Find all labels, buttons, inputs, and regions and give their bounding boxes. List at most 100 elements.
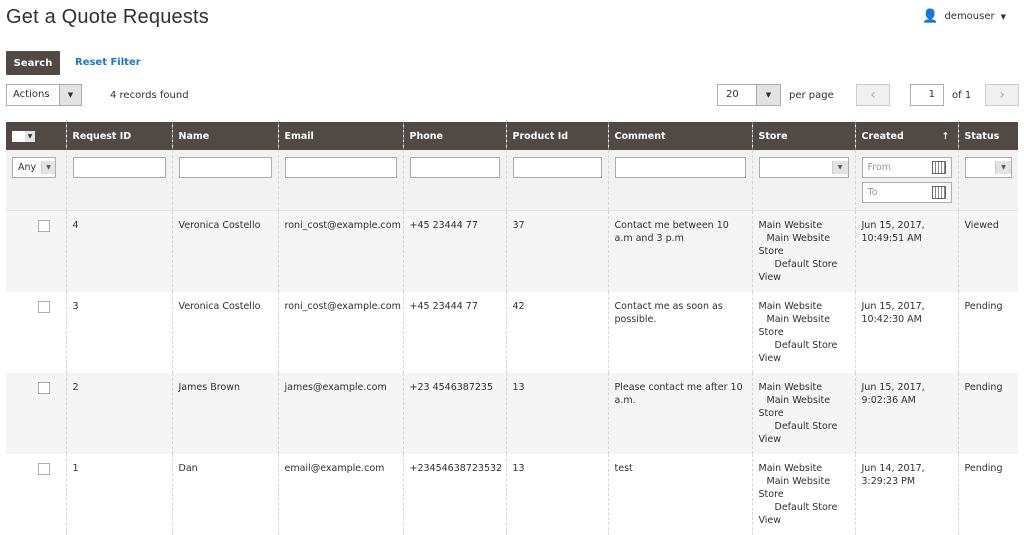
- cell-request-id: 3: [65, 292, 172, 373]
- cell-comment: test: [607, 454, 752, 535]
- quote-requests-grid: ▼ Request ID Name Email Phone Product Id…: [6, 122, 1018, 535]
- from-placeholder: From: [867, 162, 892, 173]
- to-placeholder: To: [867, 187, 878, 198]
- filter-created-from[interactable]: From: [861, 157, 952, 178]
- col-created-label: Created: [861, 130, 904, 142]
- store-website: Main Website: [758, 220, 823, 231]
- cell-created: Jun 15, 2017, 9:02:36 AM: [854, 373, 958, 454]
- filter-name[interactable]: [178, 157, 272, 178]
- col-phone[interactable]: Phone: [402, 122, 506, 150]
- store-group: Main Website: [766, 395, 831, 406]
- store-group-cont: Store: [758, 327, 784, 338]
- table-row[interactable]: 1 Dan email@example.com +23454638723532 13 te…: [6, 454, 1018, 535]
- col-created[interactable]: Created ↑: [854, 122, 958, 150]
- store-view-cont: View: [758, 434, 782, 445]
- cell-request-id: 4: [65, 210, 172, 292]
- cell-request-id: 2: [65, 373, 172, 454]
- cell-email: email@example.com: [277, 454, 403, 535]
- actions-label: Actions: [13, 89, 50, 100]
- row-select[interactable]: [6, 454, 66, 535]
- row-checkbox[interactable]: [38, 463, 50, 475]
- cell-store: Main Website Main Website Store Default Sto…: [751, 373, 855, 454]
- row-select[interactable]: [6, 292, 66, 373]
- per-page-value: 20: [726, 89, 739, 100]
- select-filter[interactable]: Any ▼: [12, 157, 56, 178]
- table-row[interactable]: 3 Veronica Costello roni_cost@example.com +…: [6, 292, 1018, 373]
- chevron-down-icon: ▼: [41, 161, 55, 174]
- col-request-id[interactable]: Request ID: [65, 122, 172, 150]
- search-button[interactable]: Search: [6, 51, 60, 75]
- store-view: Default Store: [774, 421, 838, 432]
- actions-dropdown[interactable]: Actions ▼: [6, 84, 82, 106]
- chevron-down-icon: ▼: [756, 85, 780, 105]
- cell-product-id: 13: [505, 373, 608, 454]
- store-view-cont: View: [758, 353, 782, 364]
- per-page-select[interactable]: 20 ▼: [717, 84, 781, 106]
- store-view-cont: View: [758, 272, 782, 283]
- table-row[interactable]: 4 Veronica Costello roni_cost@example.com +…: [6, 210, 1018, 292]
- table-row[interactable]: 2 James Brown james@example.com +23 4546387…: [6, 373, 1018, 454]
- user-icon: 👤: [922, 9, 939, 24]
- cell-status: Viewed: [957, 210, 1018, 292]
- cell-created: Jun 15, 2017, 10:49:51 AM: [854, 210, 958, 292]
- prev-page-button[interactable]: ‹: [856, 84, 890, 106]
- store-view: Default Store: [774, 502, 838, 513]
- calendar-icon[interactable]: [931, 161, 946, 174]
- col-name[interactable]: Name: [171, 122, 278, 150]
- filter-store[interactable]: ▼: [758, 157, 849, 178]
- store-website: Main Website: [758, 301, 823, 312]
- filter-created-to[interactable]: To: [861, 182, 952, 203]
- filter-request-id[interactable]: [72, 157, 166, 178]
- cell-phone: +23454638723532: [402, 454, 506, 535]
- cell-email: roni_cost@example.com: [277, 292, 403, 373]
- reset-filter-link[interactable]: Reset Filter: [75, 57, 141, 68]
- col-product-id[interactable]: Product Id: [505, 122, 608, 150]
- store-group: Main Website: [766, 233, 831, 244]
- chevron-down-icon: ▼: [59, 85, 81, 105]
- store-group: Main Website: [766, 476, 831, 487]
- row-checkbox[interactable]: [38, 382, 50, 394]
- cell-status: Pending: [957, 373, 1018, 454]
- username: demouser: [944, 11, 995, 22]
- cell-name: Veronica Costello: [171, 292, 278, 373]
- records-count: 4 records found: [110, 90, 189, 101]
- chevron-down-icon: ▼: [1000, 12, 1006, 21]
- store-group-cont: Store: [758, 408, 784, 419]
- store-view-cont: View: [758, 515, 782, 526]
- col-status[interactable]: Status: [957, 122, 1018, 150]
- mass-select[interactable]: ▼: [6, 122, 66, 150]
- row-select[interactable]: [6, 373, 66, 454]
- cell-product-id: 13: [505, 454, 608, 535]
- cell-comment: Please contact me after 10 a.m.: [607, 373, 752, 454]
- filter-status[interactable]: ▼: [964, 157, 1012, 178]
- row-checkbox[interactable]: [38, 220, 50, 232]
- cell-request-id: 1: [65, 454, 172, 535]
- cell-created: Jun 14, 2017, 3:29:23 PM: [854, 454, 958, 535]
- cell-email: roni_cost@example.com: [277, 210, 403, 292]
- sort-arrow-icon: ↑: [941, 130, 950, 142]
- filter-product-id[interactable]: [512, 157, 602, 178]
- row-checkbox[interactable]: [38, 301, 50, 313]
- calendar-icon[interactable]: [931, 186, 946, 199]
- cell-product-id: 42: [505, 292, 608, 373]
- row-select[interactable]: [6, 210, 66, 292]
- col-store[interactable]: Store: [751, 122, 855, 150]
- filter-comment[interactable]: [614, 157, 746, 178]
- cell-store: Main Website Main Website Store Default Sto…: [751, 210, 855, 292]
- page-input[interactable]: 1: [910, 84, 944, 106]
- cell-comment: Contact me between 10 a.m and 3 p.m: [607, 210, 752, 292]
- filter-email[interactable]: [284, 157, 397, 178]
- filter-phone[interactable]: [409, 157, 500, 178]
- chevron-down-icon: ▼: [995, 161, 1011, 174]
- user-menu[interactable]: 👤 demouser ▼: [922, 9, 1006, 24]
- select-filter-value: Any: [18, 162, 37, 173]
- cell-phone: +45 23444 77: [402, 210, 506, 292]
- page-total: of 1: [952, 90, 972, 101]
- col-comment[interactable]: Comment: [607, 122, 752, 150]
- chevron-down-icon: ▼: [25, 130, 35, 142]
- next-page-button[interactable]: ›: [985, 84, 1019, 106]
- chevron-down-icon: ▼: [831, 161, 848, 174]
- cell-created: Jun 15, 2017, 10:42:30 AM: [854, 292, 958, 373]
- cell-phone: +23 4546387235: [402, 373, 506, 454]
- col-email[interactable]: Email: [277, 122, 403, 150]
